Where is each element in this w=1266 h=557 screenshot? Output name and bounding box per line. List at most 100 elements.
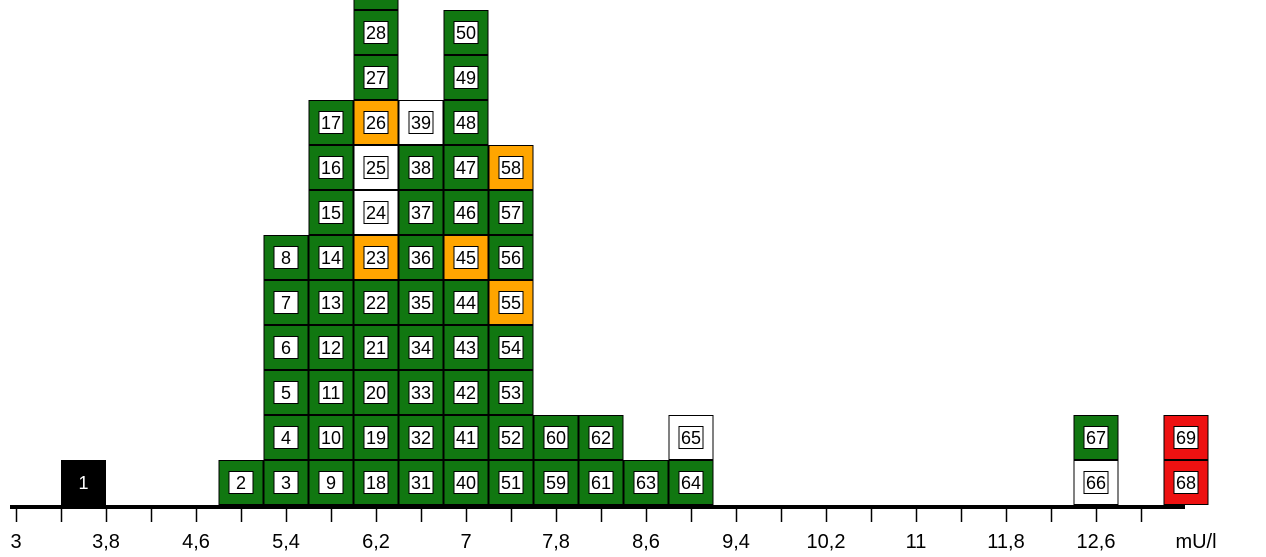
sample-number: 61 (591, 473, 611, 493)
cell-label-box (543, 471, 569, 494)
tick-label: 11 (906, 531, 927, 553)
cell-label-box (408, 291, 434, 314)
sample-number: 6 (281, 338, 291, 358)
sample-cell: 13 (308, 280, 354, 325)
sample-cell: 43 (443, 325, 489, 370)
sample-cell: 64 (668, 460, 714, 505)
sample-cell: 53 (488, 370, 534, 415)
cell-label-box (453, 21, 479, 44)
sample-cell: 21 (353, 325, 399, 370)
sample-cell: 15 (308, 190, 354, 235)
sample-cell: 38 (398, 145, 444, 190)
sample-cell: 68 (1163, 460, 1209, 505)
sample-number: 68 (1176, 473, 1196, 493)
sample-number: 8 (281, 248, 291, 268)
cell-label-box (678, 471, 704, 494)
cell-label-box (498, 246, 524, 269)
cell-label-box (408, 111, 434, 134)
sample-cell: 8 (263, 235, 309, 280)
cell-label-box (453, 66, 479, 89)
sample-number: 34 (411, 338, 431, 358)
sample-cell: 6 (263, 325, 309, 370)
cell-label-box (318, 111, 344, 134)
sample-cell: 41 (443, 415, 489, 460)
sample-number: 21 (366, 338, 386, 358)
cell-label-box (363, 66, 389, 89)
cell-label-box (453, 201, 479, 224)
sample-cell: 17 (308, 100, 354, 145)
sample-number: 12 (321, 338, 341, 358)
sample-cell: 48 (443, 100, 489, 145)
cell-label-box (318, 426, 344, 449)
sample-cell: 22 (353, 280, 399, 325)
sample-cell: 35 (398, 280, 444, 325)
cell-label-box (408, 246, 434, 269)
cell-label-box (363, 426, 389, 449)
sample-number: 14 (321, 248, 341, 268)
sample-number: 53 (501, 383, 521, 403)
sample-cell: 24 (353, 190, 399, 235)
sample-cell: 1 (61, 460, 106, 505)
cell-label-box (408, 156, 434, 179)
cell-label-box (408, 426, 434, 449)
sample-cell: 33 (398, 370, 444, 415)
sample-number: 69 (1176, 428, 1196, 448)
cell-label-box (498, 156, 524, 179)
tick-label: 10,2 (807, 531, 846, 553)
sample-number: 67 (1086, 428, 1106, 448)
cell-label-box (498, 471, 524, 494)
sample-number: 44 (456, 293, 476, 313)
cell-label-box (273, 336, 299, 359)
sample-cell: 57 (488, 190, 534, 235)
sample-cell: 16 (308, 145, 354, 190)
cell-label-box (318, 381, 344, 404)
sample-cell: 2 (218, 460, 264, 505)
sample-cell: 50 (443, 10, 489, 55)
tick-label: 12,6 (1077, 531, 1116, 553)
tick-label: 3 (10, 531, 21, 553)
cell-background (443, 190, 489, 235)
sample-number: 51 (501, 473, 521, 493)
sample-number: 9 (326, 473, 336, 493)
sample-number: 65 (681, 428, 701, 448)
cell-background (353, 280, 399, 325)
cell-label-box (453, 471, 479, 494)
sample-cell: 54 (488, 325, 534, 370)
sample-number: 5 (281, 383, 291, 403)
sample-number: 35 (411, 293, 431, 313)
cell-label-box (363, 336, 389, 359)
cell-label-box (318, 201, 344, 224)
sample-cell: 61 (578, 460, 624, 505)
sample-cell: 36 (398, 235, 444, 280)
sample-cell: 32 (398, 415, 444, 460)
tick-label: 5,4 (272, 531, 300, 553)
sample-number: 22 (366, 293, 386, 313)
sample-number: 19 (366, 428, 386, 448)
sample-cell: 12 (308, 325, 354, 370)
sample-cell: 20 (353, 370, 399, 415)
sample-cell: 55 (488, 280, 534, 325)
cell-label-box (363, 111, 389, 134)
sample-cell: 28 (353, 10, 399, 55)
sample-number: 56 (501, 248, 521, 268)
sample-number: 27 (366, 68, 386, 88)
sample-number: 57 (501, 203, 521, 223)
cell-label-box (273, 471, 299, 494)
cell-background (308, 415, 354, 460)
sample-cell: 62 (578, 415, 624, 460)
cell-label-box (273, 246, 299, 269)
cell-label-box (408, 471, 434, 494)
sample-cell: 4 (263, 415, 309, 460)
sample-cell: 52 (488, 415, 534, 460)
sample-cell: 49 (443, 55, 489, 100)
sample-cell: 39 (398, 100, 444, 145)
cell-label-box (363, 201, 389, 224)
sample-number: 46 (456, 203, 476, 223)
sample-number: 64 (681, 473, 701, 493)
cell-background (398, 145, 444, 190)
cell-label-box (363, 156, 389, 179)
cell-label-box (228, 471, 254, 494)
sample-cell: 25 (353, 145, 399, 190)
sample-number: 18 (366, 473, 386, 493)
sample-number: 15 (321, 203, 341, 223)
